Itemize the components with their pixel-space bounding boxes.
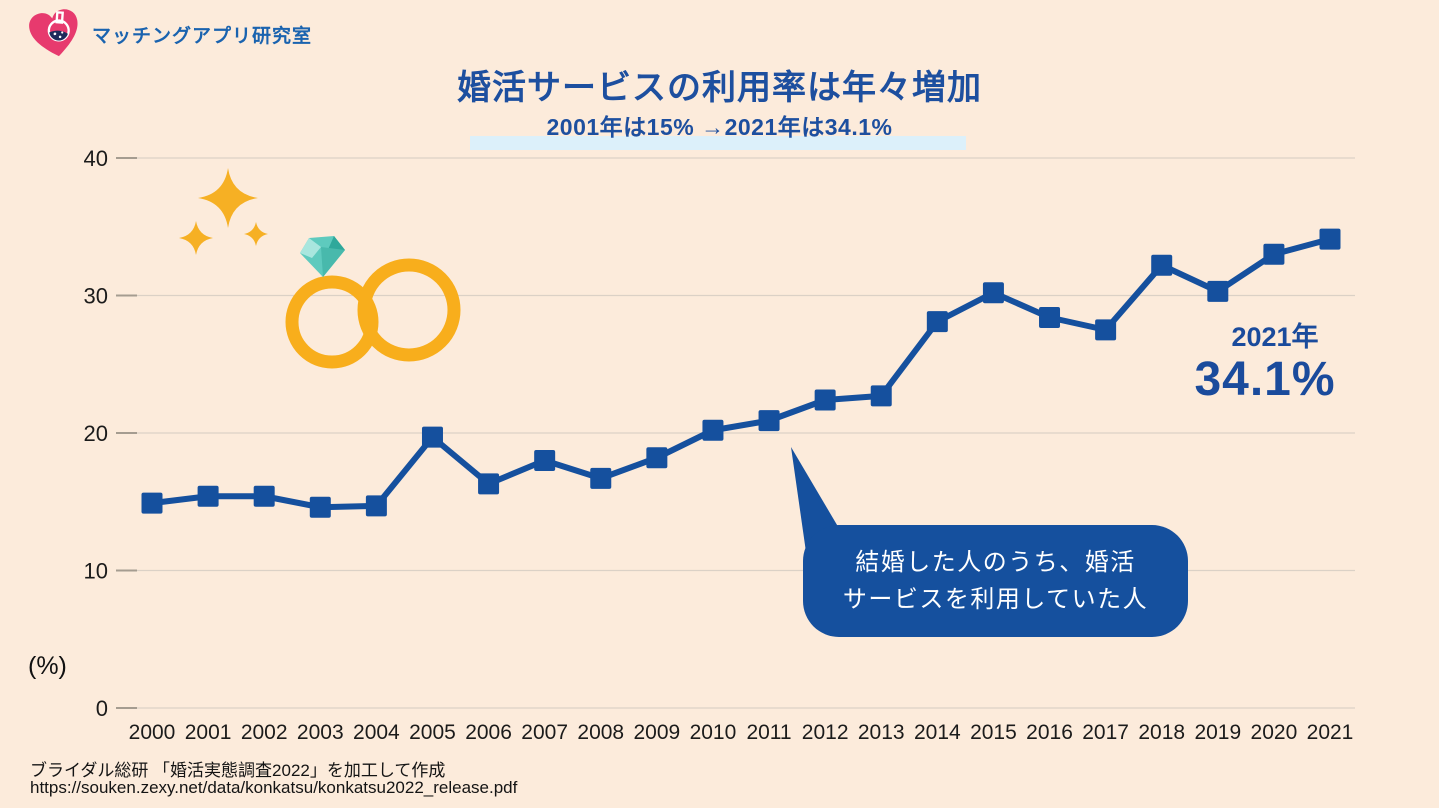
data-point-2019 (1207, 280, 1229, 302)
data-point-2016 (1039, 307, 1061, 328)
source-attribution: ブライダル総研 「婚活実態調査2022」を加工して作成 (30, 761, 446, 780)
x-tick-label-2008: 2008 (577, 721, 624, 744)
speech-bubble-line2: サービスを利用していた人 (842, 586, 1149, 613)
x-tick-label-2004: 2004 (353, 721, 400, 744)
x-tick-label-2015: 2015 (970, 721, 1017, 744)
x-tick-label-2021: 2021 (1307, 721, 1354, 744)
data-line (149, 236, 1333, 511)
data-point-2004 (365, 495, 387, 517)
x-tick-label-2018: 2018 (1138, 721, 1185, 744)
x-tick-label-2012: 2012 (802, 721, 849, 744)
data-point-2009 (646, 447, 668, 469)
data-point-2003 (309, 496, 331, 518)
x-tick-label-2006: 2006 (465, 721, 512, 744)
data-point-2017 (1095, 319, 1117, 341)
speech-bubble-line1: 結婚した人のうち、婚活 (855, 549, 1136, 576)
speech-bubble: 結婚した人のうち、婚活 サービスを利用していた人 (803, 525, 1188, 637)
x-tick-label-2001: 2001 (185, 721, 232, 744)
annotation-year-label: 2021年 (1231, 322, 1319, 352)
x-tick-label-2002: 2002 (241, 721, 288, 744)
data-point-2010 (702, 419, 724, 441)
annotation-value-label: 34.1% (1194, 353, 1336, 406)
y-tick-label-20: 20 (84, 421, 108, 446)
data-point-2006 (478, 473, 500, 495)
brand-header: マッチングアプリ研究室 (28, 8, 348, 60)
data-point-2005 (421, 426, 443, 448)
x-tick-label-2019: 2019 (1194, 721, 1241, 744)
data-point-2020 (1263, 243, 1285, 265)
data-point-2000 (141, 492, 163, 514)
data-point-2018 (1151, 254, 1173, 276)
data-point-2021 (1319, 228, 1341, 250)
data-point-2011 (758, 410, 780, 432)
data-point-2012 (814, 389, 836, 411)
data-point-2001 (197, 485, 219, 507)
chart-title: 婚活サービスの利用率は年々増加 (457, 69, 982, 107)
brand-name: マッチングアプリ研究室 (92, 25, 313, 47)
x-tick-label-2007: 2007 (521, 721, 568, 744)
heart-flask-icon (29, 9, 78, 57)
y-tick-label-40: 40 (84, 146, 108, 171)
data-point-2013 (870, 385, 892, 407)
chart-subtitle: 2001年は15% →2021年は34.1% (546, 114, 893, 140)
x-tick-label-2014: 2014 (914, 721, 961, 744)
y-tick-label-0: 0 (96, 696, 108, 721)
data-point-2002 (253, 485, 275, 507)
x-tick-label-2010: 2010 (690, 721, 737, 744)
data-point-2007 (534, 450, 556, 471)
y-tick-label-30: 30 (84, 284, 108, 309)
data-point-2014 (926, 311, 948, 333)
subtitle-highlight-bar (470, 136, 966, 150)
y-axis-unit-label: (%) (28, 652, 67, 680)
x-tick-label-2009: 2009 (633, 721, 680, 744)
x-tick-label-2005: 2005 (409, 721, 456, 744)
x-tick-label-2013: 2013 (858, 721, 905, 744)
y-tick-label-10: 10 (84, 559, 108, 584)
x-tick-label-2003: 2003 (297, 721, 344, 744)
x-tick-label-2011: 2011 (746, 721, 791, 744)
data-point-2008 (590, 467, 612, 489)
x-tick-label-2017: 2017 (1082, 721, 1129, 744)
source-url: https://souken.zexy.net/data/konkatsu/ko… (30, 778, 518, 797)
x-tick-label-2016: 2016 (1026, 721, 1073, 744)
x-tick-label-2000: 2000 (129, 721, 176, 744)
x-tick-label-2020: 2020 (1251, 721, 1298, 744)
data-point-2015 (982, 282, 1004, 304)
